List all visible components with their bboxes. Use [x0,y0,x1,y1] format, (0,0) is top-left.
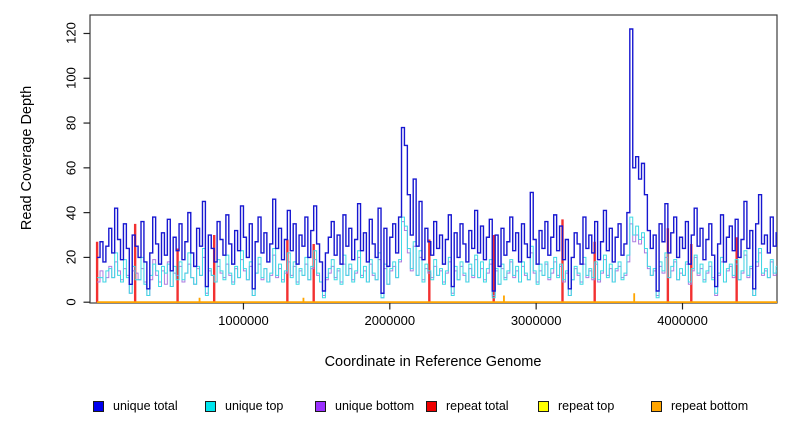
legend-item-unique-total: unique total [93,398,178,414]
x-tick-label: 4000000 [657,313,708,328]
legend-item-repeat-top: repeat top [538,398,614,414]
x-axis-label: Coordinate in Reference Genome [324,354,542,370]
legend-item-repeat-bottom: repeat bottom [651,398,748,414]
series-line-unique-total [97,28,777,294]
legend-swatch-icon [205,400,216,412]
legend-item-unique-bottom: unique bottom [315,398,414,414]
legend-swatch-icon [426,400,437,412]
legend-swatch-icon [93,400,104,412]
legend-label: repeat top [558,399,615,413]
y-axis-label: Read Coverage Depth [19,85,35,231]
series-line-unique-top [97,216,777,299]
y-tick-label: 20 [63,250,79,265]
y-tick-label: 120 [63,22,79,45]
x-tick-label: 3000000 [510,313,562,328]
legend-swatch-icon [315,400,326,412]
legend-label: repeat total [446,399,509,413]
y-tick-label: 60 [63,160,79,176]
y-tick-label: 100 [63,67,79,90]
legend-item-repeat-total: repeat total [426,398,509,414]
series-line-repeat-bottom [97,293,777,303]
legend-label: unique top [225,399,284,413]
legend-item-unique-top: unique top [205,398,283,414]
y-tick-label: 80 [63,115,79,131]
y-tick-label: 0 [63,298,79,306]
axis-tick-marks [83,32,684,310]
legend-label: unique total [113,399,178,413]
legend-label: repeat bottom [671,399,749,413]
series-lines [95,28,777,303]
legend-swatch-icon [538,400,549,412]
y-tick-label: 40 [63,205,79,220]
legend-label: unique bottom [335,399,415,413]
legend-swatch-icon [651,400,662,412]
legend: unique total unique top unique bottom repea… [0,398,792,420]
x-tick-label: 1000000 [218,313,269,328]
x-tick-label: 2000000 [364,313,416,328]
